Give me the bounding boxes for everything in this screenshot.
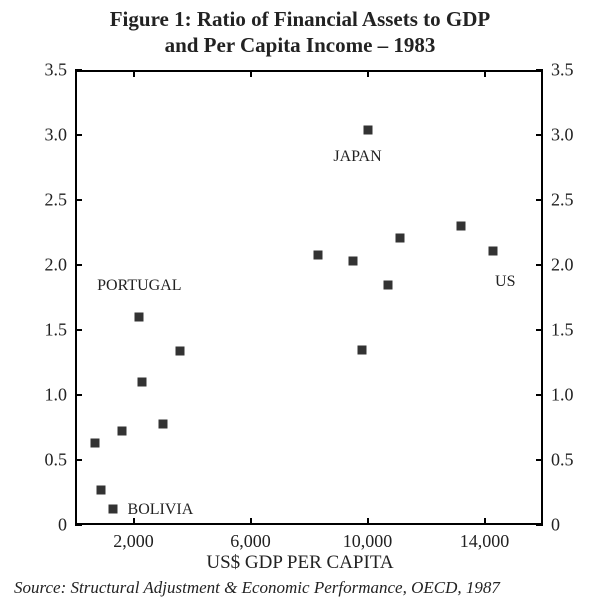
data-point	[97, 485, 106, 494]
data-point-label: BOLIVIA	[128, 501, 194, 519]
data-point	[383, 280, 392, 289]
x-tick-label: 14,000	[460, 531, 510, 552]
y-tick-label-right: 2.0	[551, 255, 600, 276]
y-tick-label-left: 0.5	[25, 450, 67, 471]
y-tick-label-left: 0	[25, 515, 67, 536]
data-point	[138, 378, 147, 387]
data-point	[357, 345, 366, 354]
y-tick-label-left: 1.5	[25, 320, 67, 341]
data-point	[117, 427, 126, 436]
x-tick-label: 6,000	[230, 531, 271, 552]
data-point-label: US	[495, 273, 515, 291]
source-citation: Source: Structural Adjustment & Economic…	[0, 578, 600, 598]
data-point	[158, 419, 167, 428]
y-tick-label-left: 2.0	[25, 255, 67, 276]
data-point	[363, 125, 372, 134]
scatter-plot: 000.50.51.01.01.51.52.02.02.52.53.03.03.…	[75, 70, 543, 525]
data-point-label: PORTUGAL	[97, 277, 181, 295]
y-tick-label-right: 0	[551, 515, 600, 536]
x-tick-label: 10,000	[343, 531, 393, 552]
x-tick-label: 2,000	[113, 531, 154, 552]
figure-title-line2: and Per Capita Income – 1983	[165, 33, 436, 57]
data-point	[109, 505, 118, 514]
y-tick-label-right: 2.5	[551, 190, 600, 211]
data-point-label: JAPAN	[333, 148, 381, 166]
y-tick-label-right: 3.0	[551, 125, 600, 146]
y-tick-label-left: 2.5	[25, 190, 67, 211]
x-axis-title: US$ GDP PER CAPITA	[0, 552, 600, 574]
y-tick-label-right: 3.5	[551, 60, 600, 81]
data-point	[489, 246, 498, 255]
data-point	[91, 439, 100, 448]
y-tick-label-right: 1.0	[551, 385, 600, 406]
data-point	[395, 233, 404, 242]
y-tick-label-right: 1.5	[551, 320, 600, 341]
data-point	[348, 257, 357, 266]
y-tick-label-right: 0.5	[551, 450, 600, 471]
data-point	[176, 346, 185, 355]
figure-title-line1: Figure 1: Ratio of Financial Assets to G…	[110, 7, 491, 31]
y-tick-label-left: 3.0	[25, 125, 67, 146]
data-point	[313, 250, 322, 259]
figure-title: Figure 1: Ratio of Financial Assets to G…	[0, 6, 600, 59]
data-point	[135, 313, 144, 322]
y-tick-label-left: 1.0	[25, 385, 67, 406]
data-point	[457, 222, 466, 231]
y-tick-label-left: 3.5	[25, 60, 67, 81]
